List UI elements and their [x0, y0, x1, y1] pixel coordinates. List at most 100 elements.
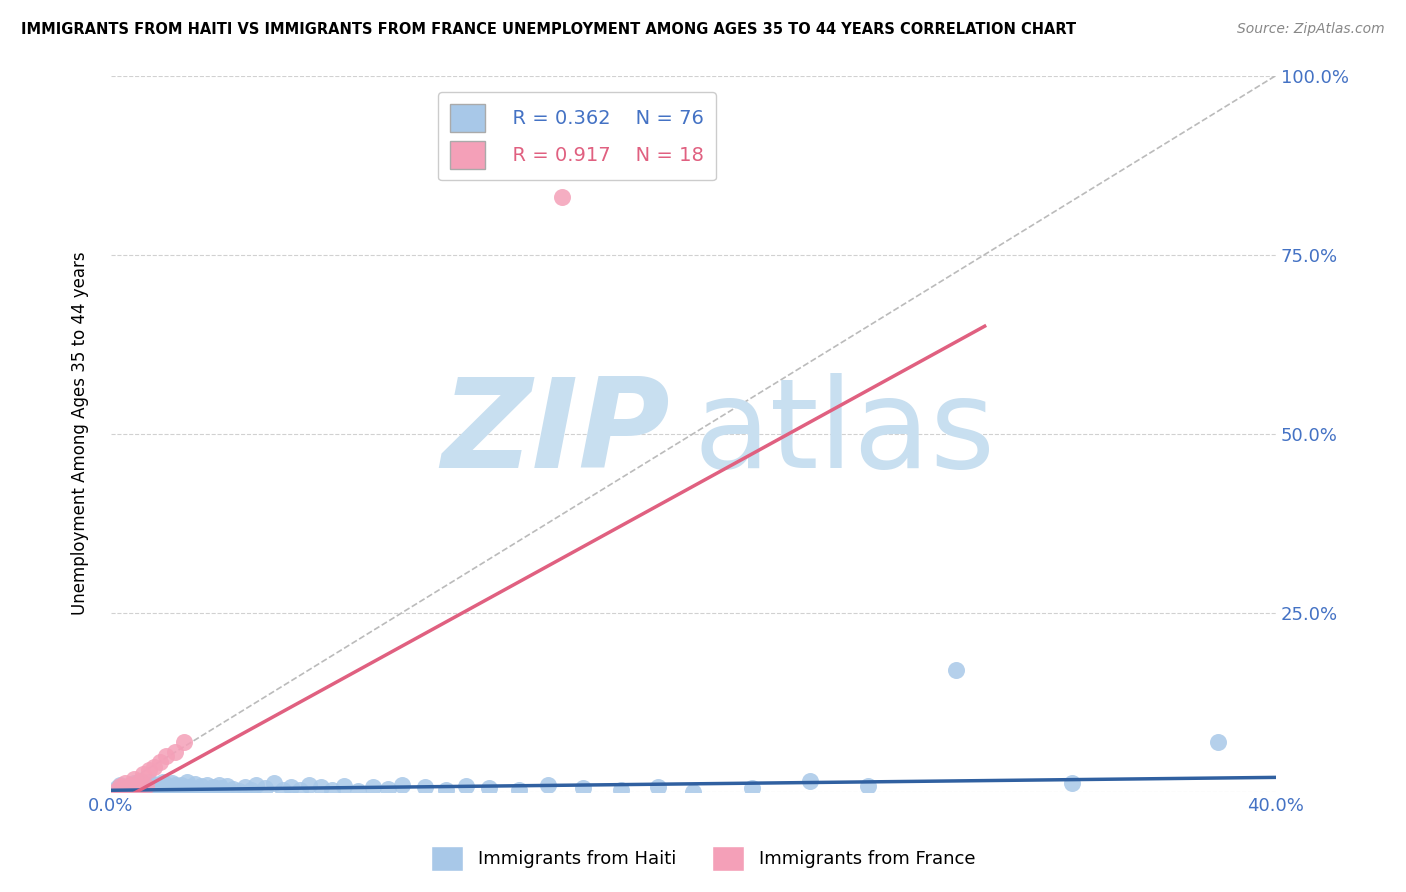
Point [537, 778, 560, 792]
Point [125, 782, 148, 797]
Point [254, 781, 277, 796]
Point [347, 784, 370, 798]
Point [149, 755, 172, 769]
Point [105, 781, 128, 796]
Point [108, 779, 131, 793]
Point [181, 783, 204, 797]
Text: IMMIGRANTS FROM HAITI VS IMMIGRANTS FROM FRANCE UNEMPLOYMENT AMONG AGES 35 TO 44: IMMIGRANTS FROM HAITI VS IMMIGRANTS FROM… [21, 22, 1076, 37]
Point [799, 774, 821, 789]
Point [176, 775, 198, 789]
Point [263, 776, 285, 790]
Point [111, 784, 134, 798]
Point [228, 784, 250, 798]
Point [122, 776, 145, 790]
Point [1060, 776, 1083, 790]
Point [149, 783, 172, 797]
Point [741, 781, 763, 796]
Point [361, 780, 384, 794]
Point [114, 782, 136, 797]
Point [132, 781, 155, 796]
Point [321, 782, 343, 797]
Legend: Immigrants from Haiti, Immigrants from France: Immigrants from Haiti, Immigrants from F… [423, 838, 983, 879]
Point [173, 781, 195, 796]
Point [456, 779, 478, 793]
Point [143, 759, 166, 773]
Point [211, 781, 233, 796]
Text: ZIP: ZIP [441, 373, 671, 494]
Point [508, 783, 530, 797]
Point [198, 782, 221, 797]
Point [155, 748, 177, 763]
Point [155, 785, 177, 799]
Point [152, 774, 174, 789]
Point [195, 778, 218, 792]
Point [157, 780, 180, 795]
Y-axis label: Unemployment Among Ages 35 to 44 years: Unemployment Among Ages 35 to 44 years [72, 252, 89, 615]
Point [333, 779, 356, 793]
Point [129, 774, 152, 789]
Point [120, 778, 142, 792]
Point [143, 777, 166, 791]
Point [166, 784, 188, 798]
Point [288, 783, 311, 797]
Point [233, 780, 256, 794]
Point [122, 772, 145, 786]
Point [120, 783, 142, 797]
Point [609, 782, 631, 797]
Point [184, 777, 207, 791]
Point [222, 781, 245, 796]
Point [179, 780, 201, 794]
Point [117, 779, 139, 793]
Point [280, 780, 302, 794]
Point [141, 780, 163, 794]
Point [377, 781, 399, 796]
Point [170, 778, 193, 792]
Point [478, 781, 501, 796]
Point [138, 775, 160, 789]
Point [856, 779, 879, 793]
Point [108, 778, 131, 792]
Point [143, 782, 166, 797]
Text: atlas: atlas [693, 373, 995, 494]
Point [239, 782, 262, 797]
Point [245, 778, 267, 792]
Point [105, 782, 128, 797]
Point [132, 766, 155, 780]
Point [682, 785, 704, 799]
Point [135, 778, 157, 792]
Point [551, 190, 574, 204]
Point [571, 781, 593, 796]
Point [129, 774, 152, 789]
Point [204, 783, 226, 797]
Point [117, 781, 139, 796]
Point [201, 780, 224, 795]
Point [125, 780, 148, 795]
Point [135, 779, 157, 793]
Point [114, 776, 136, 790]
Point [271, 782, 294, 797]
Point [146, 781, 169, 796]
Point [152, 779, 174, 793]
Text: Source: ZipAtlas.com: Source: ZipAtlas.com [1237, 22, 1385, 37]
Point [163, 778, 186, 792]
Point [945, 663, 967, 677]
Point [138, 763, 160, 777]
Point [207, 778, 229, 792]
Point [391, 778, 413, 792]
Point [434, 782, 457, 797]
Point [415, 780, 437, 795]
Point [160, 776, 183, 790]
Point [190, 779, 212, 793]
Point [647, 780, 669, 794]
Point [298, 778, 321, 792]
Point [187, 781, 209, 796]
Point [309, 780, 332, 795]
Point [138, 784, 160, 798]
Point [129, 785, 152, 799]
Legend:   R = 0.362    N = 76,   R = 0.917    N = 18: R = 0.362 N = 76, R = 0.917 N = 18 [437, 93, 716, 180]
Point [193, 785, 215, 799]
Point [163, 745, 186, 759]
Point [217, 779, 239, 793]
Point [163, 782, 186, 797]
Point [173, 734, 195, 748]
